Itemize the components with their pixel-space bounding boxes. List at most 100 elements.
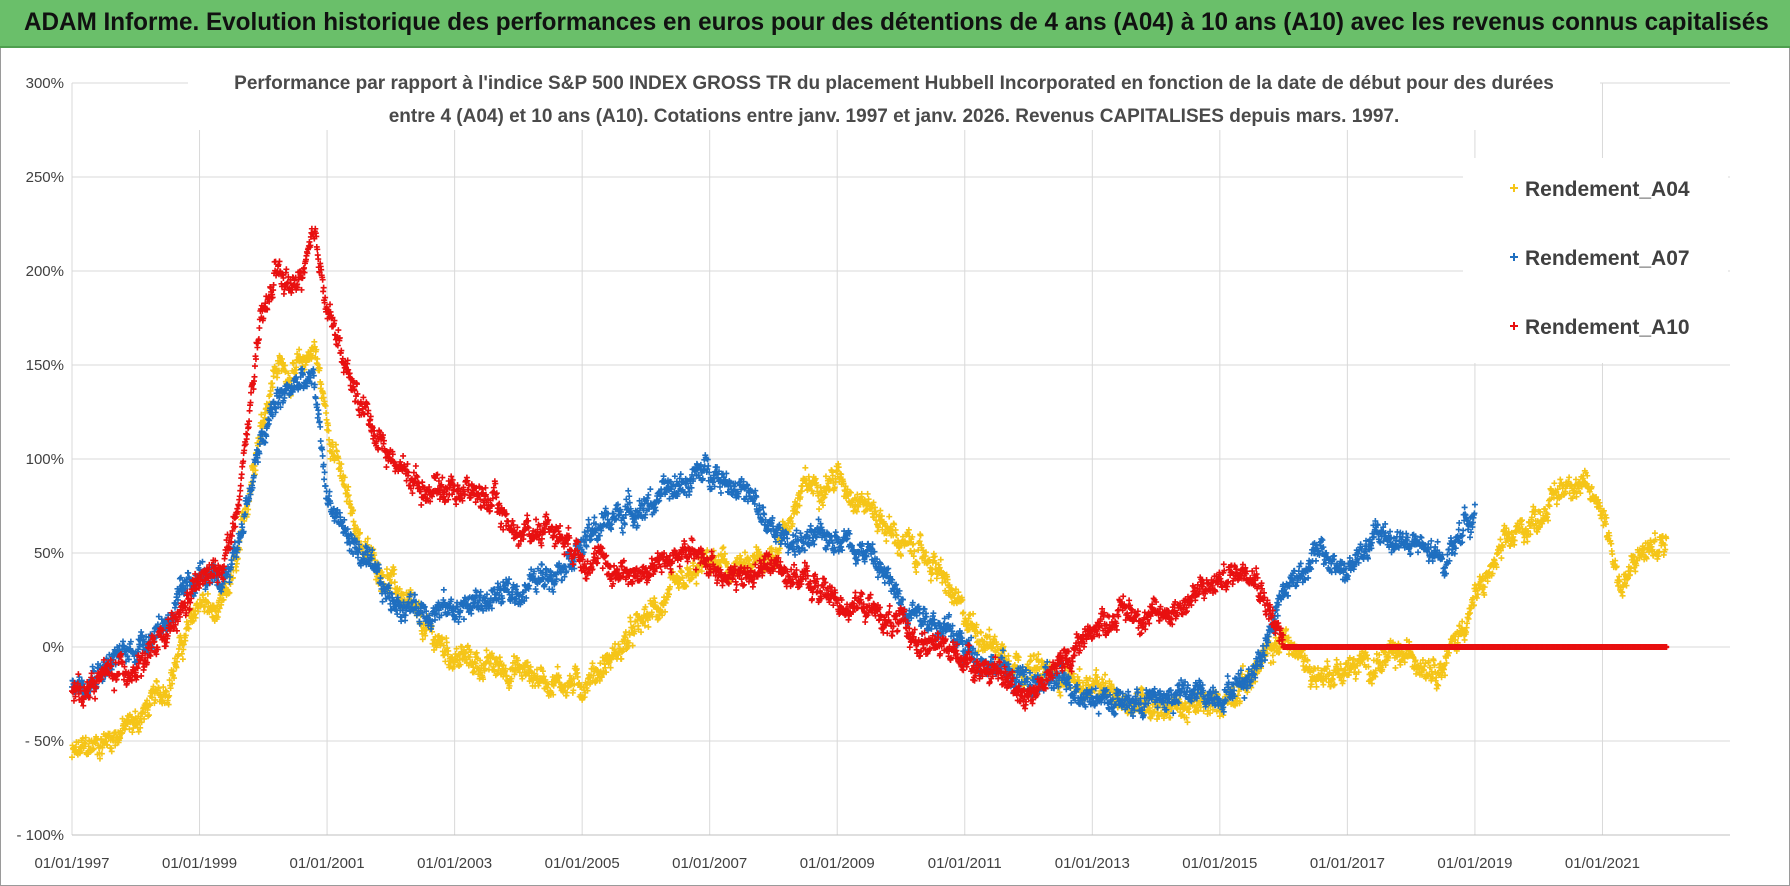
data-point [75,739,82,746]
data-point [145,713,152,720]
data-point [293,364,300,371]
data-point [80,745,87,752]
y-tick-label: 250% [26,169,64,186]
data-point [960,609,967,616]
data-point [69,754,75,761]
data-point [391,566,398,573]
data-point [761,511,768,518]
data-point [267,387,274,394]
data-point [218,601,225,608]
data-point [325,427,332,434]
y-tick-label: 100% [26,451,64,468]
data-point [970,610,977,617]
data-point [453,645,460,652]
data-point [621,521,628,528]
data-point [117,735,124,742]
data-point [261,414,268,421]
data-point [816,506,823,513]
data-point [278,355,285,362]
title-banner: ADAM Informe. Evolution historique des p… [0,0,1790,48]
data-point [160,684,167,691]
data-point [333,448,340,455]
data-point [1392,664,1399,671]
data-point [166,677,173,684]
x-tick-label: 01/01/2017 [1310,855,1385,872]
data-point [144,697,151,704]
data-point [290,360,297,367]
y-axis-ticks: 300%250%200%150%100%50%0%- 50%- 100% [16,75,64,844]
data-point [429,628,436,635]
data-point [402,617,409,624]
y-tick-label: 300% [26,75,64,92]
x-tick-label: 01/01/2015 [1182,855,1257,872]
data-point [802,464,809,471]
data-point [216,605,223,612]
data-point [1167,714,1174,721]
data-point [98,736,105,743]
data-point [678,569,685,576]
data-point [323,409,330,416]
data-point [383,566,390,573]
data-point [269,384,276,391]
data-point [1461,636,1468,643]
data-point [488,650,495,657]
data-point [229,574,236,581]
data-point [201,603,208,610]
data-point [226,589,233,596]
data-point [182,632,189,639]
data-point [129,729,136,736]
data-point [422,632,429,639]
y-tick-label: 200% [26,263,64,280]
data-point [317,423,324,430]
data-point [977,629,984,636]
data-point [742,549,749,556]
data-point [214,614,221,621]
data-point [258,411,265,418]
data-point [466,654,473,661]
data-point [1609,551,1616,558]
data-point [179,656,186,663]
data-point [332,441,339,448]
data-point [917,532,924,539]
data-point [443,639,450,646]
data-point [602,505,609,512]
data-point [464,642,471,649]
data-point [233,567,240,574]
data-point [137,724,144,731]
data-point [645,491,652,498]
data-point [169,680,176,687]
data-point [138,719,145,726]
x-tick-label: 01/01/2011 [928,855,1002,872]
data-point [163,688,170,695]
data-point [146,702,153,709]
data-point [807,522,814,529]
data-point [345,492,352,499]
data-point [215,608,222,615]
data-point [338,461,345,468]
data-point [444,645,451,652]
data-point [90,746,97,753]
data-point [483,647,490,654]
data-point [173,658,180,665]
data-point [467,649,474,656]
data-point [321,476,328,483]
data-point [151,700,158,707]
data-point [108,748,115,755]
data-point [784,535,791,542]
data-point [82,741,89,748]
data-point [886,513,893,520]
data-point [112,742,119,749]
data-point [883,538,890,545]
data-point [314,361,321,368]
data-point [185,625,192,632]
data-point [138,629,145,636]
data-point [480,676,487,683]
data-point [470,664,477,671]
data-point [173,664,180,671]
data-point [1651,530,1658,537]
data-point [96,755,103,762]
data-point [364,535,371,542]
data-point [119,730,126,737]
data-point [482,665,489,672]
data-point [195,608,202,615]
